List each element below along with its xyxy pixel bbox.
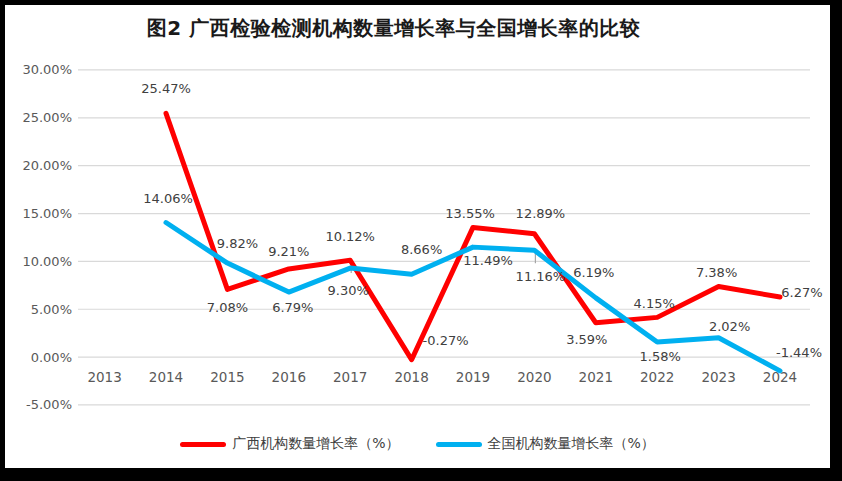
data-label: 14.06% (143, 191, 193, 206)
chart-title: 图2 广西检验检测机构数量增长率与全国增长率的比较 (5, 15, 782, 42)
legend-item-guangxi: 广西机构数量增长率（%） (180, 435, 399, 453)
data-label: -0.27% (423, 333, 469, 348)
data-label: 7.08% (207, 300, 248, 315)
y-tick-label: 25.00% (22, 110, 72, 125)
x-tick-label: 2019 (456, 369, 490, 385)
data-label: 3.59% (566, 332, 607, 347)
data-label: 9.82% (217, 236, 258, 251)
x-tick-label: 2018 (394, 369, 428, 385)
data-label: -1.44% (776, 345, 822, 360)
series-line-national (166, 223, 780, 371)
legend-line-guangxi-icon (180, 442, 226, 447)
y-tick-label: -5.00% (26, 397, 72, 412)
chart-canvas: 30.00% 25.00% 20.00% 15.00% 10.00% 5.00% 0.00%… (5, 5, 830, 468)
y-tick-label: 20.00% (22, 158, 72, 173)
data-label: 7.38% (696, 265, 737, 280)
legend-line-national-icon (436, 442, 482, 447)
data-label: 11.49% (463, 253, 513, 268)
legend: 广西机构数量增长率（%） 全国机构数量增长率（%） (5, 435, 830, 453)
legend-item-national: 全国机构数量增长率（%） (436, 435, 655, 453)
data-label: 1.58% (640, 349, 681, 364)
x-tick-label: 2013 (87, 369, 121, 385)
x-tick-label: 2017 (333, 369, 367, 385)
data-label: 10.12% (325, 229, 375, 244)
data-label: 12.89% (516, 206, 566, 221)
y-tick-label: 0.00% (31, 350, 72, 365)
x-tick-label: 2020 (517, 369, 551, 385)
legend-label-national: 全国机构数量增长率（%） (488, 435, 655, 453)
legend-label-guangxi: 广西机构数量增长率（%） (232, 435, 399, 453)
data-label: 9.30% (328, 283, 369, 298)
data-label: 2.02% (709, 319, 750, 334)
data-label: 6.27% (781, 285, 822, 300)
data-label: 9.21% (268, 244, 309, 259)
data-label: 13.55% (445, 206, 495, 221)
x-tick-label: 2015 (210, 369, 244, 385)
chart-frame: 30.00% 25.00% 20.00% 15.00% 10.00% 5.00% 0.00%… (0, 0, 842, 481)
y-tick-label: 30.00% (22, 62, 72, 77)
data-label: 6.79% (272, 300, 313, 315)
data-label: 25.47% (141, 81, 191, 96)
data-label: 8.66% (401, 242, 442, 257)
y-tick-label: 5.00% (31, 302, 72, 317)
data-label: 11.16% (516, 269, 566, 284)
x-tick-label: 2022 (640, 369, 674, 385)
y-tick-label: 15.00% (22, 206, 72, 221)
y-tick-label: 10.00% (22, 254, 72, 269)
chart-area: 30.00% 25.00% 20.00% 15.00% 10.00% 5.00% 0.00%… (5, 5, 830, 468)
x-tick-label: 2016 (272, 369, 306, 385)
x-tick-label: 2014 (149, 369, 183, 385)
x-tick-label: 2023 (701, 369, 735, 385)
data-label: 4.15% (634, 296, 675, 311)
x-tick-label: 2021 (579, 369, 613, 385)
series-line-guangxi (166, 113, 780, 359)
data-label: 6.19% (573, 265, 614, 280)
